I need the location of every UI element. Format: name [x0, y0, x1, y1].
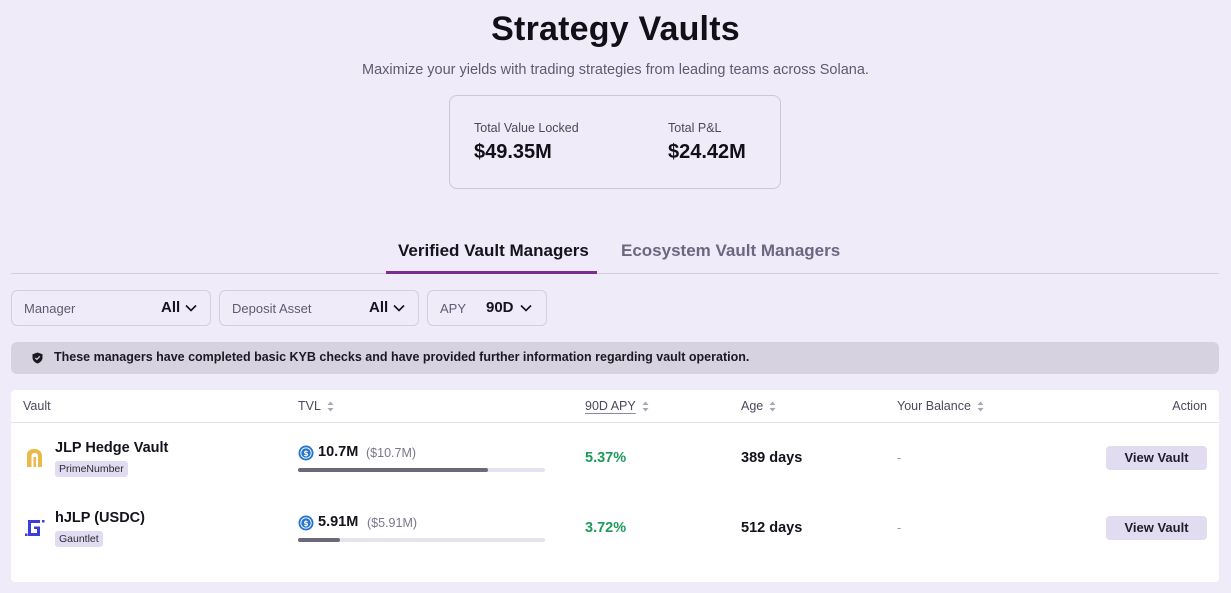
column-header-tvl-label: TVL: [298, 399, 321, 413]
page-subtitle: Maximize your yields with trading strate…: [362, 62, 869, 78]
column-header-tvl[interactable]: TVL: [298, 399, 334, 413]
header-divider: [11, 422, 1219, 423]
stat-pnl-label: Total P&L: [668, 121, 722, 135]
column-header-age[interactable]: Age: [741, 399, 776, 413]
deposit-asset-filter-value: All: [369, 299, 389, 316]
stat-tvl: Total Value Locked $49.35M: [474, 121, 579, 164]
shield-icon: [32, 352, 43, 364]
apy-filter-value: 90D: [486, 299, 514, 316]
balance-value: -: [897, 520, 902, 535]
stat-pnl: Total P&L $24.42M: [668, 121, 746, 164]
table-row[interactable]: hJLP (USDC) Gauntlet $ 5.91M ($5.91M) 3.…: [11, 493, 1219, 563]
manager-filter-value: All: [161, 299, 181, 316]
vault-name[interactable]: JLP Hedge Vault: [55, 440, 169, 456]
sort-icon: [977, 401, 984, 411]
tab-verified-vault-managers[interactable]: Verified Vault Managers: [398, 241, 589, 260]
tvl-progress-bar: [298, 468, 545, 472]
manager-filter-label: Manager: [24, 301, 76, 316]
apy-value: 3.72%: [585, 520, 627, 536]
deposit-asset-filter[interactable]: Deposit Asset All: [219, 290, 419, 326]
view-vault-button[interactable]: View Vault: [1106, 516, 1207, 540]
tvl-progress-fill: [298, 538, 340, 542]
page-title: Strategy Vaults: [491, 10, 740, 48]
balance-value: -: [897, 450, 902, 465]
apy-value: 5.37%: [585, 450, 627, 466]
svg-text:$: $: [303, 519, 308, 528]
tvl-progress-bar: [298, 538, 545, 542]
svg-text:$: $: [303, 449, 308, 458]
primenumber-logo: [27, 449, 42, 467]
sort-icon: [327, 401, 334, 411]
manager-badge: Gauntlet: [55, 531, 103, 547]
vaults-table: Vault TVL 90D APY Age Your Balance Actio…: [11, 390, 1219, 582]
tab-ecosystem-vault-managers[interactable]: Ecosystem Vault Managers: [621, 241, 841, 260]
stat-tvl-label: Total Value Locked: [474, 121, 579, 135]
column-header-apy[interactable]: 90D APY: [585, 399, 649, 413]
usdc-icon: $: [298, 445, 314, 461]
column-header-balance[interactable]: Your Balance: [897, 399, 984, 413]
manager-filter[interactable]: Manager All: [11, 290, 211, 326]
column-header-age-label: Age: [741, 399, 764, 413]
view-vault-button[interactable]: View Vault: [1106, 446, 1207, 470]
gauntlet-logo: [25, 520, 45, 536]
tvl-value: 10.7M: [318, 444, 359, 460]
column-header-balance-label: Your Balance: [897, 399, 971, 413]
chevron-down-icon: [393, 304, 405, 312]
manager-tabs: Verified Vault Managers Ecosystem Vault …: [11, 230, 1219, 274]
apy-filter-label: APY: [440, 301, 467, 316]
stat-pnl-value: $24.42M: [668, 141, 746, 163]
chevron-down-icon: [520, 304, 532, 312]
kyb-notice-text: These managers have completed basic KYB …: [54, 350, 750, 364]
vault-name[interactable]: hJLP (USDC): [55, 510, 145, 526]
sort-icon: [642, 401, 649, 411]
apy-period-filter[interactable]: APY 90D: [427, 290, 547, 326]
column-header-action-label: Action: [1172, 399, 1207, 413]
manager-badge: PrimeNumber: [55, 461, 128, 477]
stat-tvl-value: $49.35M: [474, 141, 552, 163]
chevron-down-icon: [185, 304, 197, 312]
tvl-progress-fill: [298, 468, 489, 472]
column-header-apy-label: 90D APY: [585, 399, 636, 413]
tvl-usd-value: ($10.7M): [366, 446, 417, 460]
column-header-vault: Vault: [23, 399, 51, 413]
sort-icon: [769, 401, 776, 411]
usdc-icon: $: [298, 515, 314, 531]
age-value: 512 days: [741, 520, 803, 536]
column-header-action: Action: [1172, 399, 1207, 413]
column-header-vault-label: Vault: [23, 399, 51, 413]
age-value: 389 days: [741, 450, 803, 466]
kyb-notice-banner: These managers have completed basic KYB …: [11, 342, 1219, 374]
table-row[interactable]: JLP Hedge Vault PrimeNumber $ 10.7M ($10…: [11, 423, 1219, 493]
tvl-usd-value: ($5.91M): [367, 516, 418, 530]
stats-card: Total Value Locked $49.35M Total P&L $24…: [449, 95, 781, 189]
active-tab-indicator: [386, 271, 597, 274]
deposit-asset-filter-label: Deposit Asset: [232, 301, 312, 316]
tvl-value: 5.91M: [318, 514, 359, 530]
